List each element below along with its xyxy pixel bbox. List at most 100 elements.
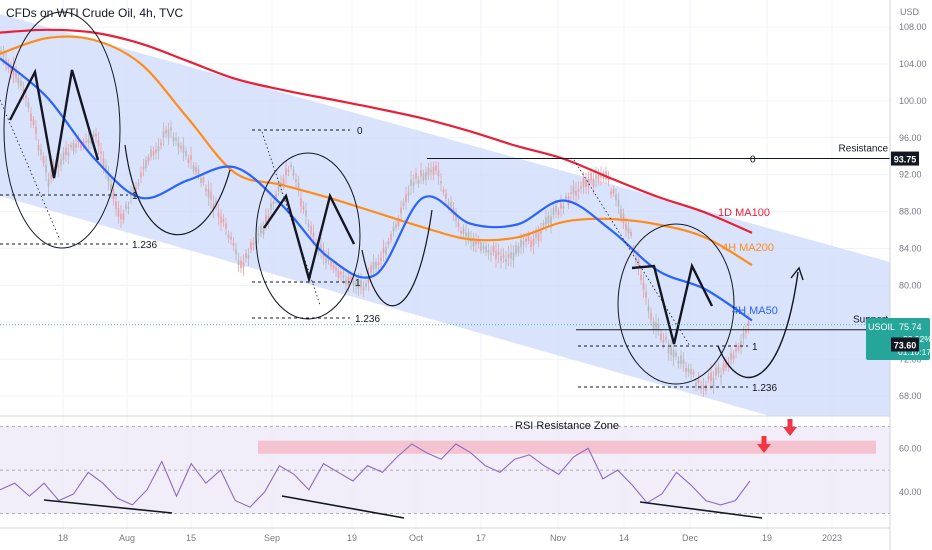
candle-body — [340, 271, 342, 275]
candle-body — [737, 345, 740, 350]
candle-body — [477, 240, 480, 244]
candle-body — [702, 386, 705, 389]
candle-body — [212, 203, 215, 210]
candle-body — [100, 151, 102, 154]
x-tick-label: Sep — [264, 533, 280, 543]
candle-body — [22, 89, 25, 93]
candle-body — [180, 146, 182, 149]
candle-body — [275, 194, 277, 200]
ma200-line — [0, 35, 753, 267]
candle-body — [730, 352, 732, 360]
candle-body — [20, 80, 22, 86]
candle-body — [200, 177, 202, 184]
candle-body — [660, 332, 662, 340]
candle-body — [337, 271, 340, 278]
candle-body — [652, 321, 655, 330]
candle-body — [545, 217, 547, 225]
resistance-fib-0: 0 — [750, 155, 756, 166]
resistance-price-tag — [891, 151, 919, 166]
candle-body — [555, 206, 557, 212]
candle-body — [642, 282, 645, 290]
candle-body — [270, 203, 272, 210]
candle-body — [272, 201, 275, 204]
candle-body — [192, 165, 195, 172]
candle-body — [297, 182, 300, 190]
x-tick-label: 17 — [476, 533, 486, 543]
ma50-label: 4H MA50 — [732, 305, 778, 317]
candle-body — [105, 165, 107, 174]
fib-diagonal — [0, 99, 61, 241]
candle-body — [235, 249, 237, 255]
candle-body — [32, 119, 35, 125]
candle-body — [697, 379, 700, 384]
resistance-price-tag-text: 93.75 — [894, 155, 917, 165]
rsi-divergence-line — [43, 499, 173, 514]
candle-body — [220, 216, 222, 224]
candle-body — [127, 206, 130, 209]
candle-body — [147, 157, 150, 162]
pattern-zigzag — [631, 262, 714, 345]
y-tick-label: 100.00 — [899, 96, 927, 106]
x-tick-label: 19 — [762, 533, 772, 543]
ma100-label: 1D MA100 — [718, 207, 770, 219]
candle-body — [425, 172, 427, 180]
candle-body — [362, 287, 365, 291]
candle-body — [715, 367, 717, 376]
candle-body — [662, 339, 665, 342]
candle-body — [672, 350, 675, 358]
curve-bottom-2 — [361, 209, 433, 307]
rsi-line — [0, 443, 751, 508]
candle-body — [162, 131, 165, 138]
chart-title: CFDs on WTI Crude Oil, 4h, TVC — [6, 6, 184, 20]
candle-body — [417, 179, 420, 184]
candle-body — [517, 246, 520, 253]
candle-body — [630, 232, 632, 236]
candle-body — [692, 372, 695, 375]
candle-body — [520, 239, 522, 248]
candle-body — [722, 363, 725, 372]
candle-body — [505, 258, 507, 262]
candle-body — [562, 206, 565, 209]
candle-body — [647, 305, 650, 312]
candle-body — [607, 177, 610, 181]
candle-body — [10, 67, 12, 74]
rsi-divergence-line — [281, 495, 405, 519]
candle-body — [387, 241, 390, 245]
fib-1-label: 1 — [752, 342, 758, 353]
candle-body — [597, 173, 600, 182]
candle-body — [227, 235, 230, 238]
candle-body — [677, 360, 680, 364]
ma200-label: 4H MA200 — [722, 242, 774, 254]
candle-body — [532, 238, 535, 246]
candle-body — [592, 178, 595, 187]
candle-body — [580, 186, 582, 189]
rsi-y-tick-label: 60.00 — [899, 443, 922, 453]
x-tick-label: Nov — [550, 533, 567, 543]
rsi-y-tick-label: 40.00 — [899, 487, 922, 497]
candle-body — [507, 254, 510, 258]
candle-body — [240, 260, 242, 269]
candle-body — [0, 50, 2, 54]
candle-body — [372, 262, 375, 270]
projection-curve — [717, 271, 799, 378]
candle-body — [732, 354, 735, 359]
candle-body — [345, 279, 347, 285]
candle-body — [400, 207, 402, 214]
candle-body — [165, 129, 167, 134]
candle-body — [515, 244, 517, 254]
candle-body — [587, 179, 590, 187]
candle-body — [740, 341, 742, 348]
candle-body — [195, 167, 197, 173]
candle-body — [30, 113, 32, 121]
candle-body — [460, 231, 462, 234]
candle-body — [122, 213, 125, 220]
candle-body — [62, 151, 65, 160]
candle-body — [185, 151, 187, 157]
candle-body — [457, 222, 460, 227]
candle-body — [217, 212, 220, 217]
candle-body — [467, 232, 470, 241]
candle-body — [367, 276, 370, 283]
candle-body — [110, 183, 112, 191]
candle-body — [472, 238, 475, 247]
candle-body — [177, 142, 180, 149]
